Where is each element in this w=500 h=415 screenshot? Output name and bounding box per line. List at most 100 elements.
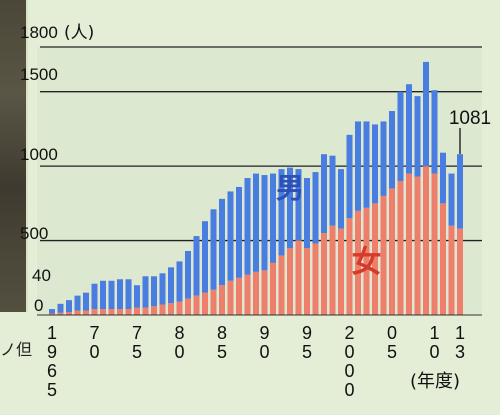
- bar-female-1994: [295, 240, 302, 315]
- bar-female-1981: [185, 298, 191, 315]
- x-tick-label-1970-0: 7: [89, 323, 99, 343]
- bar-male-1967: [66, 300, 72, 313]
- bar-male-1989: [253, 173, 259, 272]
- bar-female-1972: [108, 309, 115, 315]
- x-tick-label-2010-1: 0: [429, 342, 439, 362]
- bar-male-1971: [100, 280, 106, 310]
- bar-male-1983: [202, 221, 208, 293]
- bar-male-1995: [304, 178, 310, 248]
- bar-male-1984: [210, 209, 217, 290]
- bar-female-1980: [176, 301, 183, 315]
- bar-female-2009: [423, 166, 429, 315]
- bar-male-1986: [227, 191, 234, 281]
- bar-male-2008: [414, 96, 421, 177]
- y-tick-label-40: 40: [32, 266, 51, 285]
- bar-female-1989: [253, 271, 259, 315]
- bar-male-1988: [244, 178, 251, 275]
- bar-male-1978: [159, 273, 166, 305]
- bar-male-2007: [406, 84, 412, 174]
- bar-female-1976: [142, 307, 149, 315]
- annotation-total-2013: 1081: [449, 108, 491, 129]
- bar-male-1990: [261, 175, 268, 271]
- bar-male-2010: [431, 90, 438, 174]
- y-tick-label-500: 500: [20, 224, 48, 243]
- x-tick-label-2013-0: 1: [455, 323, 465, 343]
- x-tick-label-2005-0: 0: [387, 323, 397, 343]
- bar-female-1977: [151, 306, 157, 315]
- x-tick-label-1980-0: 8: [174, 323, 184, 343]
- bar-female-1967: [66, 312, 72, 315]
- bar-male-2004: [380, 121, 387, 196]
- bar-male-1975: [134, 285, 140, 308]
- bar-male-2003: [372, 124, 378, 204]
- bar-male-2006: [397, 91, 404, 181]
- bar-male-1999: [338, 169, 344, 229]
- bar-male-1998: [329, 155, 336, 226]
- bar-female-1982: [193, 295, 200, 315]
- x-tick-label-1985-0: 8: [217, 323, 227, 343]
- bar-male-2001: [355, 121, 361, 211]
- x-tick-label-1970-1: 0: [89, 342, 99, 362]
- bar-male-2013: [457, 154, 463, 229]
- bar-male-1980: [176, 261, 183, 302]
- bar-female-2010: [431, 173, 438, 315]
- x-tick-label-2013-1: 3: [455, 342, 465, 362]
- bar-female-2002: [363, 207, 370, 315]
- x-tick-label-1965-3: 5: [47, 380, 57, 400]
- bar-male-1991: [270, 173, 276, 263]
- bar-male-1987: [236, 186, 242, 278]
- x-tick-label-2000-0: 2: [344, 323, 354, 343]
- bar-male-2009: [423, 61, 429, 167]
- bar-male-1994: [295, 169, 302, 241]
- bar-male-2002: [363, 121, 370, 208]
- bar-female-2005: [389, 188, 395, 315]
- bar-female-1988: [244, 274, 251, 315]
- bar-male-1970: [91, 283, 98, 310]
- x-tick-label-1980-1: 0: [174, 342, 184, 362]
- bar-male-1985: [219, 198, 225, 286]
- y-axis-unit: (人): [64, 23, 94, 43]
- bar-male-1968: [74, 295, 81, 311]
- bar-male-1969: [83, 292, 89, 311]
- bar-female-1979: [168, 303, 174, 315]
- bar-male-2005: [389, 111, 395, 189]
- photo-edge: [0, 0, 28, 312]
- bar-female-1986: [227, 280, 234, 315]
- bar-female-1978: [159, 304, 166, 315]
- bar-female-2008: [414, 176, 421, 315]
- photo-caption: ノ但: [0, 342, 33, 359]
- bar-male-1993: [287, 167, 293, 248]
- bar-male-1973: [117, 279, 123, 310]
- bar-male-1997: [321, 154, 327, 234]
- bar-female-1997: [321, 233, 327, 315]
- x-tick-label-2010-0: 1: [429, 323, 439, 343]
- bar-female-1965: [49, 313, 55, 315]
- bar-female-1975: [134, 307, 140, 315]
- bar-male-2011: [440, 152, 446, 204]
- bar-female-1966: [57, 312, 64, 315]
- x-tick-label-1965-0: 1: [47, 323, 57, 343]
- y-tick-label-1800: 1800: [20, 23, 58, 42]
- bar-female-1992: [278, 255, 285, 315]
- bar-female-1995: [304, 248, 310, 315]
- x-tick-label-1995-1: 5: [302, 342, 312, 362]
- bar-female-1970: [91, 309, 98, 315]
- x-tick-label-1990-0: 9: [259, 323, 269, 343]
- bar-female-1999: [338, 228, 344, 315]
- x-tick-label-1975-0: 7: [132, 323, 142, 343]
- bar-female-2012: [448, 225, 455, 315]
- x-tick-label-1965-2: 6: [47, 361, 57, 381]
- bar-female-1990: [261, 270, 268, 315]
- bar-female-1996: [312, 243, 319, 315]
- bar-female-1968: [74, 310, 81, 315]
- x-tick-label-2000-2: 0: [344, 361, 354, 381]
- annotation-female-label: 女: [352, 245, 382, 280]
- bar-male-1996: [312, 172, 319, 244]
- x-tick-label-1995-0: 9: [302, 323, 312, 343]
- y-tick-label-1500: 1500: [20, 65, 58, 84]
- bar-female-1991: [270, 262, 276, 315]
- bar-male-2012: [448, 173, 455, 226]
- bar-female-2003: [372, 203, 378, 315]
